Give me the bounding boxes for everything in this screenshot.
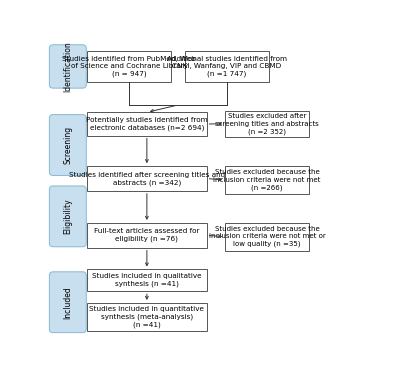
Text: Studies identified after screening titles and
abstracts (n =342): Studies identified after screening title… bbox=[69, 172, 225, 186]
FancyBboxPatch shape bbox=[185, 51, 268, 82]
Text: Additional studies identified from
CNKI, Wanfang, VIP and CBMD
(n =1 747): Additional studies identified from CNKI,… bbox=[167, 56, 287, 77]
FancyBboxPatch shape bbox=[49, 45, 86, 88]
Text: Studies included in quantitative
synthesis (meta-analysis)
(n =41): Studies included in quantitative synthes… bbox=[89, 306, 204, 328]
FancyBboxPatch shape bbox=[225, 223, 309, 251]
Text: Included: Included bbox=[63, 286, 72, 319]
Text: Potentially studies identified from
electronic databases (n=2 694): Potentially studies identified from elec… bbox=[86, 117, 208, 131]
FancyBboxPatch shape bbox=[87, 166, 206, 191]
Text: Studies excluded after
screening titles and abstracts
(n =2 352): Studies excluded after screening titles … bbox=[215, 113, 319, 135]
Text: Eligibility: Eligibility bbox=[63, 198, 72, 234]
Text: Studies excluded because the
inclusion criteria were not met or
low quality (n =: Studies excluded because the inclusion c… bbox=[209, 226, 325, 248]
Text: Screening: Screening bbox=[63, 126, 72, 164]
Text: Studies identified from PubMed, Web
of Science and Cochrane Library
(n = 947): Studies identified from PubMed, Web of S… bbox=[62, 56, 196, 77]
Text: Studies included in qualitative
synthesis (n =41): Studies included in qualitative synthesi… bbox=[92, 273, 202, 287]
FancyBboxPatch shape bbox=[87, 112, 206, 136]
FancyBboxPatch shape bbox=[87, 223, 206, 248]
Text: Studies excluded because the
inclusion criteria were not met
(n =266): Studies excluded because the inclusion c… bbox=[213, 169, 321, 191]
FancyBboxPatch shape bbox=[87, 303, 206, 331]
FancyBboxPatch shape bbox=[49, 115, 86, 175]
FancyBboxPatch shape bbox=[225, 111, 309, 137]
FancyBboxPatch shape bbox=[49, 186, 86, 247]
FancyBboxPatch shape bbox=[87, 51, 171, 82]
FancyBboxPatch shape bbox=[225, 166, 309, 194]
Text: Full-text articles assessed for
eligibility (n =76): Full-text articles assessed for eligibil… bbox=[94, 228, 200, 242]
Text: Identification: Identification bbox=[63, 41, 72, 92]
FancyBboxPatch shape bbox=[49, 272, 86, 333]
FancyBboxPatch shape bbox=[87, 270, 206, 291]
